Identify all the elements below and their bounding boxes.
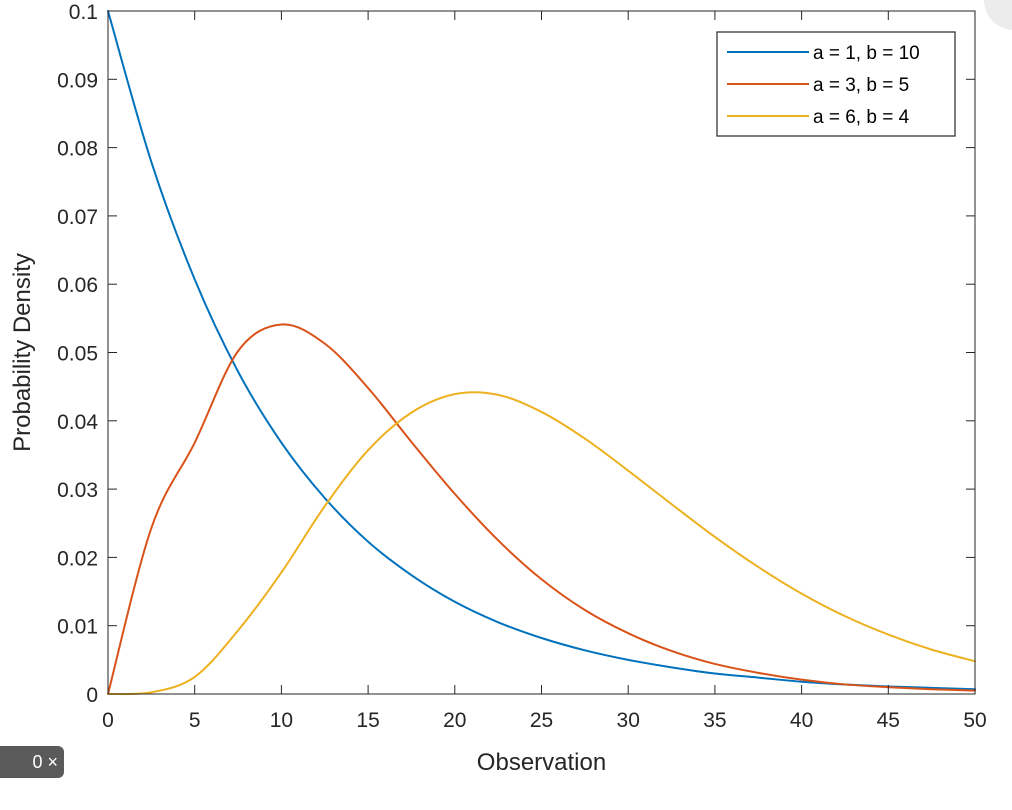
x-axis-title: Observation: [477, 749, 606, 776]
axis-ticks: [107, 10, 976, 695]
y-tick-label: 0: [86, 684, 98, 707]
x-tick-label: 5: [189, 709, 201, 732]
y-tick-label: 0.04: [57, 411, 98, 434]
legend-label-1: a = 1, b = 10: [813, 43, 920, 64]
image-size-badge: 0 × 420: [0, 746, 64, 804]
y-tick-label: 0.06: [57, 274, 98, 297]
x-tick-label: 0: [102, 709, 114, 732]
legend-label-3: a = 6, b = 4: [813, 107, 910, 128]
x-tick-label: 10: [270, 709, 293, 732]
series-lines: [107, 10, 976, 696]
y-axis-title: Probability Density: [9, 253, 36, 452]
y-tick-label: 0.01: [57, 616, 98, 639]
x-tick-label: 25: [530, 709, 553, 732]
x-tick-label: 35: [703, 709, 726, 732]
x-tick-label: 40: [790, 709, 813, 732]
tick-labels: 0 5 10 15 20 25 30 35 40 45 50 0 0.01 0.02 0.03 0.04 0.0…: [57, 1, 987, 732]
x-tick-label: 20: [443, 709, 466, 732]
y-tick-label: 0.07: [57, 206, 98, 229]
y-tick-label: 0.02: [57, 547, 98, 570]
legend: a = 1, b = 10 a = 3, b = 5 a = 6, b = 4: [716, 31, 956, 137]
x-tick-label: 30: [617, 709, 640, 732]
y-tick-label: 0.05: [57, 343, 98, 366]
series-line-3: [107, 391, 976, 696]
series-line-1: [107, 10, 976, 691]
x-tick-label: 15: [356, 709, 379, 732]
y-tick-label: 0.09: [57, 69, 98, 92]
legend-label-2: a = 3, b = 5: [813, 75, 909, 96]
x-tick-label: 50: [963, 709, 986, 732]
y-tick-label: 0.08: [57, 138, 98, 161]
x-tick-label: 45: [877, 709, 900, 732]
series-line-2: [107, 323, 976, 695]
chart: 0 5 10 15 20 25 30 35 40 45 50 0 0.01 0.02 0.03 0.04 0.0…: [9, 1, 987, 776]
y-tick-label: 0.1: [69, 1, 98, 24]
y-tick-label: 0.03: [57, 479, 98, 502]
